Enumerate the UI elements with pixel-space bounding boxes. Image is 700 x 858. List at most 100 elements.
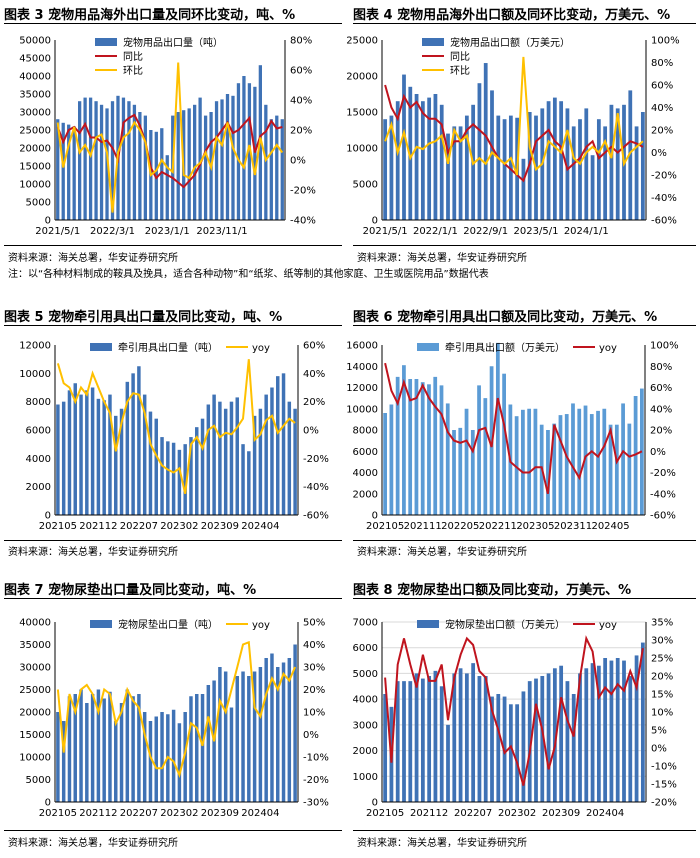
y-tick-label: 35000 (19, 640, 51, 651)
source-text: 资料来源：海关总署，华安证券研究所 (357, 547, 527, 558)
bar (270, 653, 274, 802)
bar (552, 423, 557, 515)
x-tick-label: 202112 (410, 808, 448, 819)
bar (408, 86, 413, 220)
x-tick-label: 2022/9/1 (463, 226, 508, 237)
y-tick-label: 2000 (26, 482, 51, 493)
y-tick-label: 30000 (19, 108, 51, 119)
legend-label: 同比 (123, 51, 143, 63)
bar (559, 665, 564, 802)
y2-tick-label: 60% (303, 341, 325, 352)
x-tick-label: 202207 (120, 521, 158, 532)
bar (229, 401, 234, 515)
bar (578, 119, 582, 220)
bar (383, 119, 388, 220)
bar (439, 385, 444, 515)
y-tick-label: 10000 (346, 144, 378, 155)
y2-tick-label: 0% (650, 447, 666, 458)
bar (166, 441, 170, 515)
bar (420, 382, 425, 515)
bar (596, 410, 600, 515)
source-text: 资料来源：海关总署，华安证券研究所 (357, 253, 527, 264)
bar (247, 451, 251, 515)
chart-5: 0 2000 4000 6000 8000 10000 12000 -60% -40% -20% 0… (19, 341, 329, 533)
bar (477, 83, 482, 220)
legend-swatch (417, 343, 439, 351)
bar (383, 694, 388, 802)
bar (533, 408, 538, 515)
y2-tick-label: 35% (651, 618, 673, 629)
y-tick-label: 10000 (19, 753, 51, 764)
bar (143, 115, 147, 220)
y2-tick-label: 25% (651, 654, 673, 665)
y2-tick-label: -20% (651, 798, 677, 809)
bar (527, 681, 532, 802)
x-tick-label: 202105 (39, 521, 77, 532)
bar (452, 430, 456, 515)
y-tick-label: 5000 (26, 775, 51, 786)
y2-tick-label: -10% (303, 753, 329, 764)
legend-label: yoy (252, 620, 270, 631)
bar (195, 427, 199, 515)
y-tick-label: 20000 (19, 144, 51, 155)
bar (171, 442, 176, 515)
bar (56, 404, 60, 515)
y2-tick-label: 0% (290, 156, 306, 167)
bar (96, 398, 101, 515)
bar (125, 381, 130, 515)
y-tick-label: 20000 (346, 72, 378, 83)
yoy-line (384, 635, 644, 786)
bar (148, 721, 153, 802)
bar (137, 366, 141, 515)
y2-tick-label: 30% (651, 636, 673, 647)
bar (458, 668, 463, 802)
y-tick-label: 40000 (19, 72, 51, 83)
bar (389, 404, 394, 515)
y-tick-label: 8000 (353, 426, 378, 437)
x-tick-label: 2023/1/1 (145, 226, 190, 237)
bar (603, 658, 608, 802)
source-text: 资料来源：海关总署，华安证券研究所 (8, 547, 178, 558)
bar (464, 115, 469, 220)
x-tick-label: 2021/5/1 (363, 226, 408, 237)
bar (142, 712, 147, 802)
y2-tick-label: 20% (651, 126, 673, 137)
y-tick-label: 12000 (19, 341, 51, 352)
bar (603, 126, 608, 220)
y-tick-label: 0 (45, 798, 51, 809)
legend-swatch (95, 38, 117, 46)
bar (408, 681, 413, 802)
y-tick-label: 4000 (353, 468, 378, 479)
bar (495, 342, 500, 515)
y-tick-label: 15000 (19, 730, 51, 741)
bar (640, 642, 645, 802)
bar (276, 667, 280, 802)
bar (628, 676, 633, 802)
bar (99, 104, 104, 220)
bar (90, 694, 95, 802)
bar (160, 712, 164, 802)
y-tick-label: 12000 (346, 383, 378, 394)
bar (502, 373, 506, 515)
bar (264, 394, 268, 515)
x-tick-label: 202112 (79, 521, 117, 532)
bar (61, 122, 65, 220)
chart-title: 图表 5 宠物牵引用具出口量及同比变动，吨、% (4, 310, 283, 325)
bar (176, 112, 180, 220)
bar (177, 449, 182, 515)
bar (264, 104, 268, 220)
y2-tick-label: 100% (650, 341, 679, 352)
bar (131, 373, 135, 515)
y2-tick-label: -15% (651, 780, 677, 791)
bar (281, 373, 286, 515)
bar (433, 670, 438, 802)
y-tick-label: 35000 (19, 90, 51, 101)
bar (608, 424, 613, 515)
y-tick-label: 50000 (19, 36, 51, 47)
yoy-line (384, 84, 644, 183)
y-tick-label: 1000 (353, 772, 378, 783)
bar (85, 703, 89, 802)
bar (253, 86, 257, 220)
bar (79, 394, 83, 515)
bar (235, 676, 239, 802)
